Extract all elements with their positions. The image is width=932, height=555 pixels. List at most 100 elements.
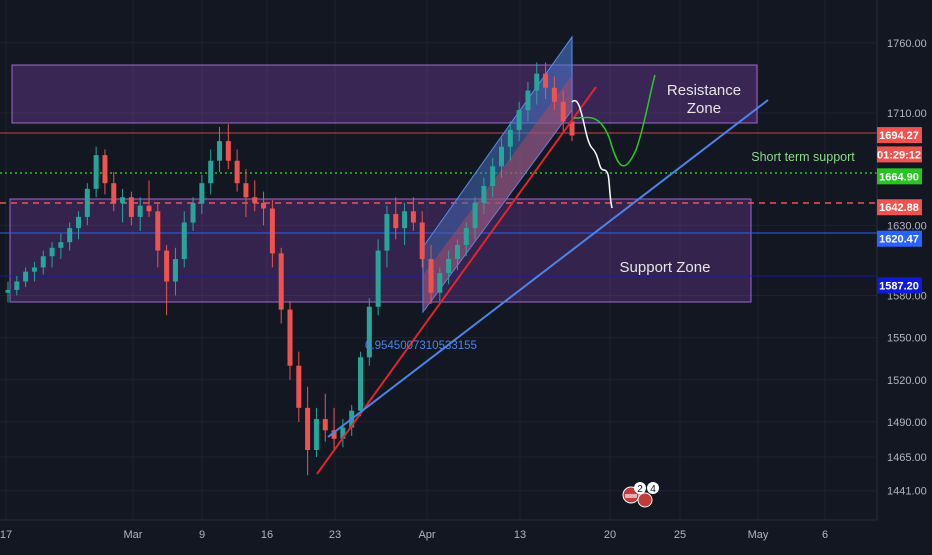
candle-body[interactable]	[199, 183, 205, 203]
candle-body[interactable]	[102, 155, 108, 184]
price-tick-label: 1465.00	[887, 452, 927, 464]
candle-body[interactable]	[375, 250, 381, 307]
candle-body[interactable]	[5, 289, 11, 293]
candle-body[interactable]	[322, 419, 328, 431]
projection-green-path[interactable]	[573, 74, 656, 167]
candle-body[interactable]	[525, 90, 531, 111]
candle-body[interactable]	[146, 205, 152, 212]
price-badge[interactable]	[877, 168, 922, 185]
time-tick-label: 13	[514, 529, 526, 541]
blue-trendline[interactable]	[327, 99, 769, 438]
candle-body[interactable]	[172, 259, 178, 282]
candle-body[interactable]	[331, 430, 337, 439]
candle-body[interactable]	[481, 186, 487, 203]
projection-white-path[interactable]	[571, 99, 613, 209]
candle-body[interactable]	[313, 419, 319, 450]
candle-body[interactable]	[208, 160, 214, 184]
candle-body[interactable]	[243, 183, 249, 198]
candle-body[interactable]	[490, 166, 496, 187]
price-badge[interactable]	[877, 146, 922, 163]
candle-body[interactable]	[402, 211, 408, 229]
candle-body[interactable]	[128, 197, 134, 217]
time-tick-label: 20	[604, 529, 616, 541]
price-tick-label: 1580.00	[887, 291, 927, 303]
rising-channel-inner[interactable]	[423, 75, 572, 312]
candle-body[interactable]	[569, 121, 575, 136]
event-badge-1[interactable]	[634, 482, 646, 494]
candle-body[interactable]	[454, 244, 460, 260]
event-markers[interactable]: 2 4	[622, 482, 659, 508]
candle-body[interactable]	[120, 197, 126, 203]
time-tick-label: 16	[261, 529, 273, 541]
candle-body[interactable]	[507, 129, 513, 147]
event-badge-2[interactable]	[647, 482, 659, 494]
time-tick-label: May	[748, 529, 769, 541]
candle-body[interactable]	[393, 214, 399, 229]
candle-body[interactable]	[305, 407, 311, 450]
candle-body[interactable]	[14, 281, 20, 290]
rising-channel[interactable]	[422, 35, 573, 314]
candle-body[interactable]	[419, 222, 425, 260]
candle-body[interactable]	[234, 160, 240, 184]
price-tick-label: 1441.00	[887, 486, 927, 498]
resistance-zone-label-line1: Resistance	[667, 82, 741, 99]
candle-body[interactable]	[261, 202, 267, 209]
candle-body[interactable]	[181, 222, 187, 260]
candle-body[interactable]	[217, 141, 222, 161]
candle-body[interactable]	[463, 228, 469, 245]
candle-body[interactable]	[551, 87, 557, 102]
candle-body[interactable]	[358, 357, 363, 411]
event-badge-2-count: 4	[650, 484, 656, 495]
candle-body[interactable]	[190, 202, 196, 223]
price-axis[interactable]: 1441.00 1465.00 1490.00 1520.00 1550.00 1580.…	[876, 0, 927, 520]
candle-body[interactable]	[67, 228, 73, 243]
candle-body[interactable]	[40, 256, 46, 268]
candle-body[interactable]	[84, 188, 90, 217]
candle-body[interactable]	[534, 73, 540, 91]
resistance-zone-label-line2: Zone	[687, 100, 721, 117]
candle-body[interactable]	[269, 208, 275, 254]
candle-body[interactable]	[446, 259, 452, 274]
candlestick-series	[5, 62, 575, 476]
time-axis[interactable]: 17 Mar 9 16 23 Apr 13 20 25 May 6	[0, 529, 828, 541]
candle-body[interactable]	[499, 146, 504, 167]
price-badge[interactable]	[877, 127, 922, 144]
candle-body[interactable]	[287, 309, 293, 366]
candle-body[interactable]	[252, 197, 258, 203]
candle-body[interactable]	[31, 267, 37, 272]
price-badge-label: 1620.47	[879, 234, 919, 246]
candle-body[interactable]	[384, 214, 390, 251]
us-flag-event-icon-2[interactable]	[637, 492, 653, 508]
candle-body[interactable]	[278, 253, 284, 310]
price-tick-label: 1630.00	[887, 220, 927, 232]
candle-body[interactable]	[155, 211, 161, 251]
candle-body[interactable]	[366, 306, 372, 358]
candle-body[interactable]	[296, 365, 302, 408]
us-flag-stripes	[625, 494, 637, 498]
candle-body[interactable]	[543, 73, 549, 88]
candle-body[interactable]	[472, 202, 478, 229]
candle-body[interactable]	[58, 242, 64, 248]
candle-body[interactable]	[428, 259, 434, 293]
price-badge[interactable]	[877, 230, 922, 247]
candle-body[interactable]	[164, 250, 170, 282]
candle-body[interactable]	[49, 247, 55, 257]
resistance-zone[interactable]	[11, 64, 758, 124]
candle-body[interactable]	[516, 110, 522, 130]
candle-body[interactable]	[23, 271, 29, 282]
candle-body[interactable]	[137, 205, 143, 217]
candle-body[interactable]	[76, 216, 81, 229]
candle-body[interactable]	[111, 183, 117, 203]
price-badge-label: 01:29:12	[877, 149, 921, 161]
price-badge-label: 1642.88	[879, 202, 919, 214]
price-badge-label: 1664.90	[879, 171, 919, 183]
candle-body[interactable]	[410, 211, 416, 223]
candle-body[interactable]	[93, 155, 99, 189]
candle-body[interactable]	[560, 101, 566, 122]
price-badge[interactable]	[877, 277, 922, 294]
candle-body[interactable]	[437, 273, 443, 293]
candle-body[interactable]	[340, 427, 346, 439]
price-badge[interactable]	[877, 199, 922, 216]
candle-body[interactable]	[225, 141, 231, 161]
